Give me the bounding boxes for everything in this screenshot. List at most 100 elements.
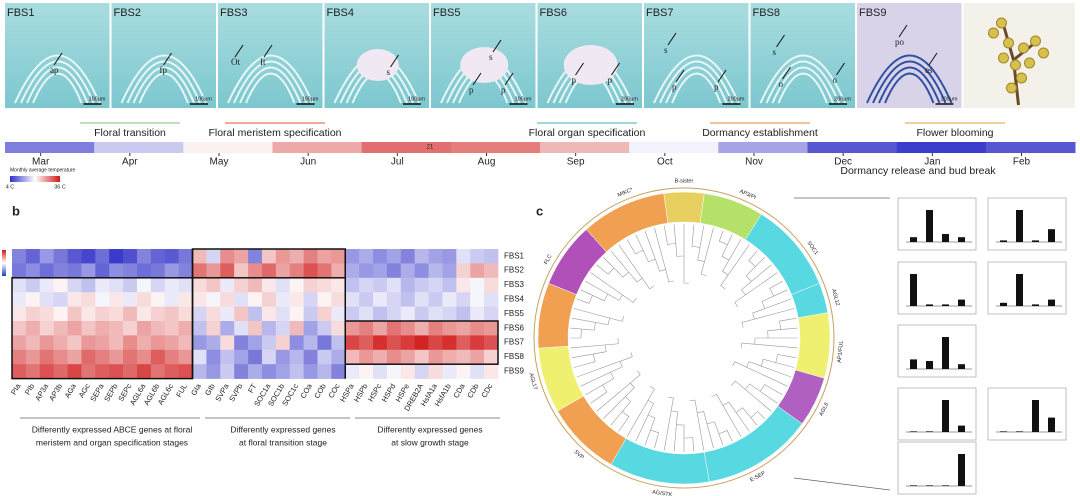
heatmap-cell — [39, 263, 54, 279]
structure-label: s — [387, 67, 391, 77]
scale-label: 100μm — [89, 96, 106, 102]
heatmap-cell — [345, 335, 360, 351]
tree-branch — [576, 352, 633, 378]
heatmap-cell — [164, 349, 179, 365]
heatmap-cell — [289, 321, 304, 336]
structure-label: fp — [160, 65, 168, 75]
tissue-arc — [653, 54, 740, 104]
heatmap-cell — [359, 277, 374, 293]
heatmap-cell — [414, 349, 429, 365]
heatmap-cell — [289, 335, 304, 351]
tree-branch — [654, 227, 674, 283]
heatmap-cell — [192, 306, 207, 322]
heatmap-cell — [331, 249, 346, 264]
heatmap-cell — [206, 263, 221, 279]
mini-bar — [926, 485, 933, 486]
tree-branch — [769, 280, 783, 297]
heatmap-cell — [428, 263, 443, 279]
scale-label: 200μm — [728, 96, 745, 102]
heatmap-cell — [275, 349, 291, 365]
heatmap-cell — [456, 292, 471, 307]
tissue-arc — [233, 60, 308, 104]
tree-branch — [644, 230, 666, 272]
clade-label: AGL17 — [527, 372, 537, 390]
month-label: May — [210, 157, 229, 168]
heatmap-cell — [317, 349, 332, 365]
heatmap-cell — [317, 249, 332, 264]
heatmap-cell — [484, 335, 499, 351]
tree-branch — [610, 396, 632, 426]
heatmap-cell — [345, 306, 360, 322]
heatmap-cell — [456, 277, 471, 293]
heatmap-cell — [261, 292, 277, 307]
heatmap-cell — [303, 263, 318, 279]
heatmap-cell — [400, 277, 415, 293]
heatmap-cell — [261, 277, 277, 293]
arrow — [234, 44, 244, 58]
heatmap-cell — [386, 292, 402, 307]
heatmap-cell — [234, 249, 249, 264]
stage-label: Floral organ specification — [529, 127, 646, 139]
heatmap-cell — [81, 364, 96, 379]
arrow — [53, 52, 63, 66]
tree-branch — [683, 224, 689, 284]
heatmap-cell — [234, 306, 249, 322]
group-caption: meristem and organ specification stages — [36, 437, 188, 447]
heatmap-cell — [136, 277, 152, 293]
heatmap-cell — [206, 349, 221, 365]
month-label: Sep — [567, 157, 585, 168]
flower — [988, 27, 999, 39]
clade-label: FLC — [543, 254, 553, 266]
heatmap-cell — [289, 306, 304, 322]
heatmap-cell — [442, 349, 457, 365]
heatmap-cell — [81, 349, 96, 365]
arrow — [675, 69, 685, 83]
heatmap-cell — [386, 364, 402, 379]
heatmap-cell — [386, 277, 402, 293]
heatmap-cell — [81, 321, 96, 336]
heatmap-cell — [234, 349, 249, 365]
heatmap-cell — [428, 364, 443, 379]
heatmap-cell — [109, 335, 124, 351]
tree-branch — [731, 380, 772, 412]
heatmap-cell — [12, 263, 27, 279]
heatmap-cell — [81, 335, 96, 351]
heatmap-cell — [359, 321, 374, 336]
tree-branch — [580, 289, 609, 302]
heatmap-cell — [317, 263, 332, 279]
heatmap-cell — [192, 335, 207, 351]
structure-label: po — [895, 37, 905, 47]
structure-label: ap — [50, 65, 59, 75]
tissue-arc — [866, 54, 953, 104]
heatmap-cell — [234, 277, 249, 293]
heatmap-cell — [206, 292, 221, 307]
heatmap-cell — [275, 277, 291, 293]
heatmap-cell — [53, 249, 68, 264]
heatmap-cell — [373, 306, 388, 322]
heatmap-cell — [317, 364, 332, 379]
tree-branch — [746, 361, 792, 378]
heatmap-cell — [456, 306, 471, 322]
heatmap-cell — [67, 292, 82, 307]
row-label: FBS3 — [504, 280, 525, 289]
mini-bar — [1016, 210, 1023, 242]
tree-branch — [741, 308, 795, 328]
heatmap-cell — [442, 321, 457, 336]
heatmap-cell — [261, 321, 277, 336]
heatmap-cell — [275, 292, 291, 307]
heatmap-cell — [261, 364, 277, 379]
group-caption: Differently expressed genes — [377, 424, 482, 434]
row-label: FBS2 — [504, 266, 525, 275]
tree-branch — [761, 289, 788, 309]
heatmap-cell — [150, 364, 166, 379]
heatmap-cell — [414, 321, 429, 336]
heatmap-cell — [81, 306, 96, 322]
heatmap-cell — [53, 263, 68, 279]
tree-branch — [635, 234, 656, 263]
heatmap-cell — [53, 364, 68, 379]
heatmap-cell — [484, 306, 499, 322]
heatmap-cell — [178, 321, 193, 336]
mini-bar — [942, 304, 949, 306]
mini-bar — [958, 454, 965, 486]
heatmap-cell — [136, 306, 152, 322]
